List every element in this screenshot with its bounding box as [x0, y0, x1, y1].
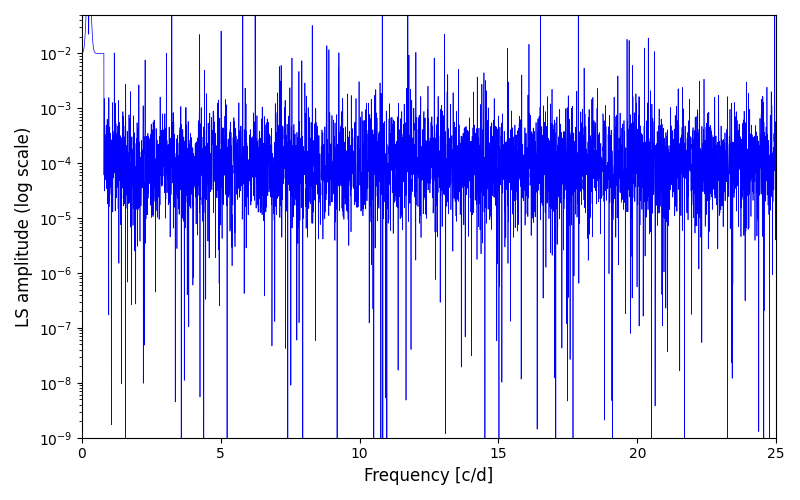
Y-axis label: LS amplitude (log scale): LS amplitude (log scale): [15, 126, 33, 326]
X-axis label: Frequency [c/d]: Frequency [c/d]: [364, 467, 494, 485]
